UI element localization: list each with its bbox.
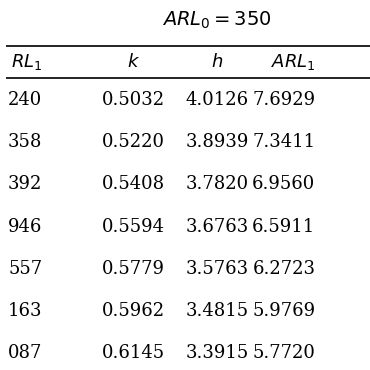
Text: 5.7720: 5.7720 <box>252 344 315 362</box>
Text: 0.5220: 0.5220 <box>102 133 165 151</box>
Text: $RL_1$: $RL_1$ <box>11 52 42 72</box>
Text: 3.8939: 3.8939 <box>185 133 249 151</box>
Text: 0.5408: 0.5408 <box>102 175 165 194</box>
Text: 5.9769: 5.9769 <box>252 302 315 320</box>
Text: $h$: $h$ <box>211 53 223 71</box>
Text: 3.7820: 3.7820 <box>185 175 249 194</box>
Text: 392: 392 <box>8 175 42 194</box>
Text: 946: 946 <box>8 218 42 236</box>
Text: 557: 557 <box>8 260 42 278</box>
Text: 6.9560: 6.9560 <box>252 175 315 194</box>
Text: $k$: $k$ <box>127 53 140 71</box>
Text: 3.6763: 3.6763 <box>185 218 249 236</box>
Text: 6.5911: 6.5911 <box>252 218 315 236</box>
Text: 7.6929: 7.6929 <box>252 91 315 109</box>
Text: 0.5962: 0.5962 <box>102 302 165 320</box>
Text: 3.3915: 3.3915 <box>185 344 249 362</box>
Text: 0.5032: 0.5032 <box>102 91 165 109</box>
Text: $ARL_0 = 350$: $ARL_0 = 350$ <box>162 10 272 31</box>
Text: 240: 240 <box>8 91 42 109</box>
Text: 358: 358 <box>8 133 42 151</box>
Text: 0.5779: 0.5779 <box>102 260 165 278</box>
Text: 163: 163 <box>8 302 42 320</box>
Text: 3.4815: 3.4815 <box>185 302 249 320</box>
Text: 4.0126: 4.0126 <box>185 91 249 109</box>
Text: 3.5763: 3.5763 <box>185 260 249 278</box>
Text: 7.3411: 7.3411 <box>252 133 315 151</box>
Text: 6.2723: 6.2723 <box>252 260 315 278</box>
Text: 087: 087 <box>8 344 42 362</box>
Text: 0.5594: 0.5594 <box>102 218 165 236</box>
Text: 0.6145: 0.6145 <box>102 344 165 362</box>
Text: $ARL_1$: $ARL_1$ <box>271 52 315 72</box>
